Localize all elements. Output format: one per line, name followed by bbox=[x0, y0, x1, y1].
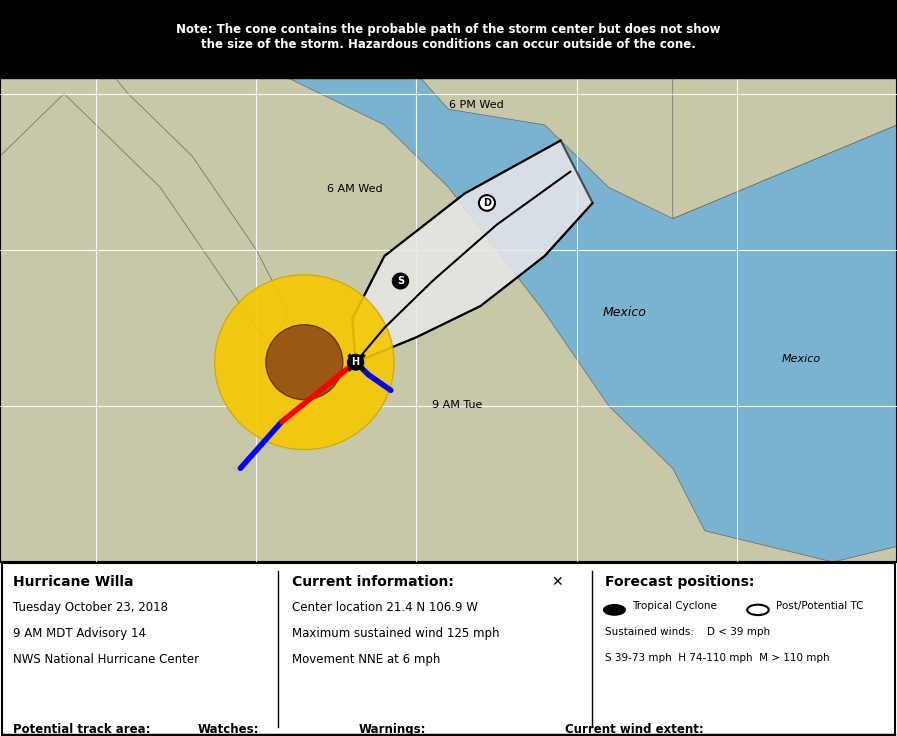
Text: S 39-73 mph  H 74-110 mph  M > 110 mph: S 39-73 mph H 74-110 mph M > 110 mph bbox=[605, 654, 830, 663]
Text: D: D bbox=[483, 198, 491, 208]
Text: Note: The cone contains the probable path of the storm center but does not show
: Note: The cone contains the probable pat… bbox=[176, 24, 721, 52]
Text: 6 PM Wed: 6 PM Wed bbox=[448, 100, 503, 110]
Circle shape bbox=[348, 355, 363, 370]
Text: Maximum sustained wind 125 mph: Maximum sustained wind 125 mph bbox=[292, 627, 499, 640]
Circle shape bbox=[747, 605, 769, 615]
Text: NWS National Hurricane Center: NWS National Hurricane Center bbox=[13, 654, 199, 666]
Text: Mexico: Mexico bbox=[603, 305, 647, 319]
Text: Forecast positions:: Forecast positions: bbox=[605, 575, 755, 589]
Polygon shape bbox=[0, 0, 288, 344]
Text: 9 AM MDT Advisory 14: 9 AM MDT Advisory 14 bbox=[13, 627, 146, 640]
Polygon shape bbox=[0, 0, 897, 219]
Text: Tuesday October 23, 2018: Tuesday October 23, 2018 bbox=[13, 601, 169, 614]
Text: 9 AM Tue: 9 AM Tue bbox=[432, 400, 483, 410]
Text: Watches:: Watches: bbox=[197, 723, 259, 736]
Text: LA: LA bbox=[843, 64, 855, 74]
Text: Tropical Cyclone: Tropical Cyclone bbox=[632, 601, 718, 611]
Circle shape bbox=[604, 605, 625, 615]
Polygon shape bbox=[353, 141, 593, 362]
Circle shape bbox=[214, 275, 394, 450]
FancyBboxPatch shape bbox=[2, 563, 895, 735]
Text: Center location 21.4 N 106.9 W: Center location 21.4 N 106.9 W bbox=[292, 601, 477, 614]
Text: H: H bbox=[352, 357, 360, 367]
Text: Hurricane Willa: Hurricane Willa bbox=[13, 575, 134, 589]
Text: Sustained winds:    D < 39 mph: Sustained winds: D < 39 mph bbox=[605, 627, 771, 637]
Text: Current information:: Current information: bbox=[292, 575, 458, 589]
Circle shape bbox=[266, 325, 343, 400]
Text: Current wind extent:: Current wind extent: bbox=[565, 723, 704, 736]
Text: Post/Potential TC: Post/Potential TC bbox=[776, 601, 864, 611]
Text: Mexico: Mexico bbox=[781, 354, 821, 364]
Polygon shape bbox=[0, 15, 897, 562]
Text: 6 AM Wed: 6 AM Wed bbox=[327, 183, 382, 194]
Polygon shape bbox=[673, 0, 897, 219]
FancyBboxPatch shape bbox=[0, 0, 897, 78]
Circle shape bbox=[479, 195, 495, 210]
Text: Warnings:: Warnings: bbox=[359, 723, 426, 736]
Circle shape bbox=[393, 273, 408, 289]
Text: S: S bbox=[396, 276, 404, 286]
Text: Movement NNE at 6 mph: Movement NNE at 6 mph bbox=[292, 654, 440, 666]
Text: Potential track area:: Potential track area: bbox=[13, 723, 151, 736]
Text: ✕: ✕ bbox=[552, 575, 563, 589]
